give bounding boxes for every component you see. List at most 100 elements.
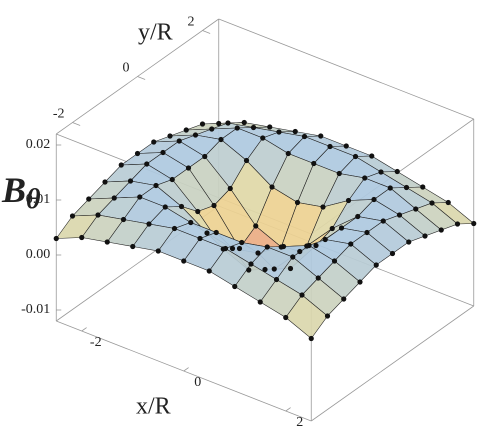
data-point <box>471 220 477 227</box>
data-point <box>352 153 359 160</box>
box-edge <box>218 18 474 120</box>
data-point <box>260 135 266 141</box>
z-tick-label: 0.02 <box>26 137 51 152</box>
z-tick-label: 0.01 <box>26 192 51 207</box>
y-tick <box>202 30 211 34</box>
z-tick-label: 0.00 <box>26 247 51 262</box>
data-point <box>155 248 161 254</box>
data-point <box>220 246 226 252</box>
data-point <box>357 279 363 285</box>
data-point <box>227 185 233 192</box>
data-point <box>304 243 310 249</box>
data-point <box>130 243 136 250</box>
data-point <box>362 175 368 181</box>
data-point <box>267 124 273 130</box>
data-point <box>120 216 127 223</box>
data-point <box>255 250 261 256</box>
data-point <box>394 168 400 175</box>
x-tick <box>183 367 189 372</box>
data-point <box>213 229 219 236</box>
data-point <box>380 218 386 224</box>
data-point <box>420 184 426 190</box>
data-point <box>262 266 268 273</box>
data-point <box>378 169 384 175</box>
data-point <box>276 129 282 135</box>
data-point <box>171 225 178 232</box>
data-point <box>216 120 222 127</box>
data-point <box>204 230 210 236</box>
data-point <box>169 176 175 183</box>
data-point <box>396 212 403 218</box>
data-point <box>387 185 393 191</box>
data-point <box>195 208 201 215</box>
data-point <box>327 143 333 150</box>
data-point <box>181 258 187 264</box>
x-tick <box>81 327 87 332</box>
data-point <box>373 262 379 268</box>
x-axis-label: x/R <box>136 394 171 420</box>
data-point <box>273 276 280 283</box>
data-point <box>232 283 238 290</box>
data-point <box>287 265 294 272</box>
z-axis-label: Bθ <box>1 170 41 215</box>
y-tick-label: -2 <box>53 107 65 122</box>
data-point <box>318 133 324 139</box>
data-point <box>315 275 321 281</box>
data-point <box>369 153 375 159</box>
data-point <box>206 268 212 274</box>
box-edge <box>311 305 474 422</box>
data-point <box>271 266 277 272</box>
data-point <box>137 194 143 200</box>
data-point <box>236 245 243 252</box>
data-point <box>218 136 224 143</box>
data-point <box>324 313 331 319</box>
y-tick-label: 0 <box>123 61 130 76</box>
data-point <box>313 242 319 249</box>
x-tick <box>285 407 291 412</box>
x-tick-label: -2 <box>90 335 102 350</box>
data-point <box>178 203 185 210</box>
data-point <box>134 150 141 157</box>
data-point <box>229 245 236 252</box>
data-point <box>102 179 108 185</box>
data-point <box>239 239 245 246</box>
data-point <box>264 244 270 250</box>
data-point <box>301 133 308 140</box>
data-point <box>299 292 305 298</box>
data-point <box>104 239 110 245</box>
z-tick-label: -0.01 <box>21 302 50 317</box>
data-point <box>294 199 301 206</box>
data-point <box>331 258 338 264</box>
data-point <box>371 196 377 203</box>
data-point <box>336 170 342 177</box>
data-point <box>69 213 76 219</box>
data-point <box>322 236 328 243</box>
data-point <box>364 229 370 236</box>
data-point <box>111 195 117 201</box>
data-point <box>413 206 419 212</box>
data-point <box>241 119 247 126</box>
data-point <box>292 128 298 135</box>
y-axis-label: y/R <box>138 20 173 46</box>
data-point <box>162 204 168 210</box>
data-point <box>429 200 435 206</box>
data-point <box>283 314 289 321</box>
data-point <box>389 250 396 257</box>
data-point <box>192 132 199 138</box>
data-point <box>406 239 412 245</box>
x-tick-label: 2 <box>296 415 303 430</box>
data-point <box>403 184 410 191</box>
data-point <box>243 157 250 164</box>
data-point <box>199 121 206 127</box>
data-point <box>438 227 444 233</box>
data-point <box>95 212 101 218</box>
data-point <box>290 254 296 260</box>
data-point <box>345 197 352 204</box>
data-point <box>329 225 335 232</box>
data-point <box>311 160 317 167</box>
y-tick-label: 2 <box>188 15 195 30</box>
y-tick <box>72 122 81 126</box>
data-point <box>338 225 345 231</box>
z-label-main: B <box>1 170 26 210</box>
data-point <box>211 202 217 209</box>
